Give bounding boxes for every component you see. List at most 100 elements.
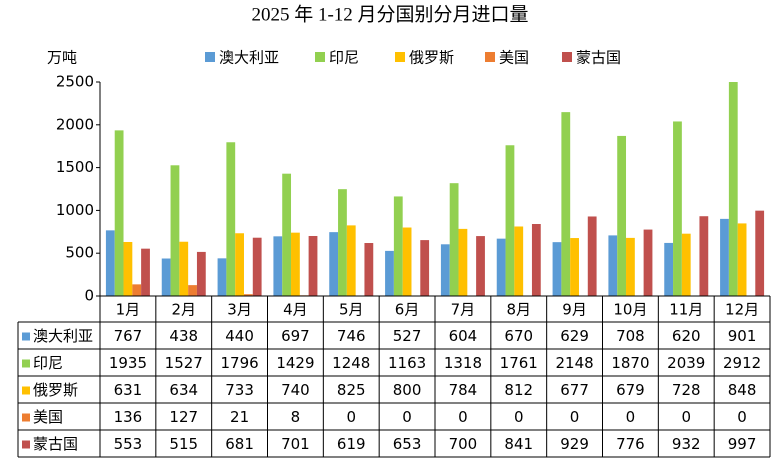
table-cell: 728	[672, 381, 701, 399]
table-cell: 708	[616, 327, 645, 345]
table-cell: 848	[728, 381, 757, 399]
bar	[681, 233, 691, 296]
table-cell: 1870	[611, 354, 649, 372]
bar	[132, 284, 142, 296]
table-cell: 825	[337, 381, 366, 399]
table-cell: 733	[225, 381, 254, 399]
bar	[626, 237, 635, 296]
legend-swatch	[22, 440, 30, 449]
table-cell: 631	[114, 381, 143, 399]
table-cell: 629	[560, 327, 589, 345]
y-tick-label: 1000	[56, 201, 94, 219]
table-cell: 0	[346, 408, 356, 426]
bar	[617, 135, 627, 296]
y-tick-label: 2000	[56, 115, 94, 133]
x-tick-label: 10月	[613, 301, 647, 319]
table-cell: 746	[337, 327, 366, 345]
row-label: 澳大利亚	[33, 327, 93, 345]
bar	[179, 241, 189, 296]
x-tick-label: 2月	[171, 301, 196, 319]
bar	[699, 216, 709, 296]
bar	[329, 232, 339, 296]
bar	[449, 183, 459, 296]
table-cell: 653	[393, 435, 422, 453]
bar	[531, 224, 541, 296]
table-cell: 438	[169, 327, 198, 345]
table-cell: 0	[737, 408, 747, 426]
bar	[458, 228, 468, 296]
legend-swatch	[562, 52, 572, 62]
table-cell: 604	[449, 327, 478, 345]
bar	[570, 238, 579, 296]
y-tick-label: 1500	[56, 158, 94, 176]
table-cell: 8	[291, 408, 301, 426]
legend-label: 澳大利亚	[219, 49, 279, 67]
bar	[552, 242, 562, 296]
bar	[496, 238, 506, 296]
table-cell: 677	[560, 381, 589, 399]
bar	[393, 196, 403, 296]
y-axis-label: 万吨	[47, 49, 77, 67]
bar	[196, 251, 206, 296]
row-label: 俄罗斯	[33, 381, 78, 399]
x-tick-label: 7月	[451, 301, 476, 319]
table-cell: 1796	[220, 354, 258, 372]
bar	[385, 250, 394, 296]
table-cell: 0	[681, 408, 691, 426]
bar	[402, 227, 412, 296]
y-tick-label: 0	[84, 287, 94, 305]
bar	[114, 130, 124, 296]
table-cell: 1429	[276, 354, 314, 372]
table-cell: 1935	[109, 354, 147, 372]
table-cell: 0	[458, 408, 468, 426]
row-label: 印尼	[33, 354, 63, 372]
legend-label: 印尼	[329, 49, 359, 67]
table-cell: 740	[281, 381, 310, 399]
bar	[105, 230, 115, 296]
bar	[170, 165, 180, 296]
bar	[188, 285, 197, 296]
table-cell: 1248	[332, 354, 370, 372]
bar	[728, 82, 738, 296]
table-cell: 776	[616, 435, 645, 453]
table-cell: 1761	[500, 354, 538, 372]
table-cell: 679	[616, 381, 645, 399]
bar	[338, 189, 347, 296]
bar	[673, 121, 682, 296]
table-cell: 670	[504, 327, 533, 345]
bar	[308, 235, 318, 296]
x-tick-label: 3月	[227, 301, 252, 319]
legend-swatch	[22, 359, 30, 368]
table-cell: 697	[281, 327, 310, 345]
bar	[587, 216, 597, 296]
table-cell: 2148	[555, 354, 593, 372]
table-cell: 620	[672, 327, 701, 345]
bar	[561, 112, 571, 296]
chart-title: 2025 年 1-12 月分国别分月进口量	[251, 3, 528, 25]
table-cell: 932	[672, 435, 701, 453]
plot-area	[105, 82, 765, 296]
bar	[737, 223, 747, 296]
y-tick-label: 500	[65, 244, 94, 262]
bar	[514, 226, 524, 296]
table-cell: 0	[570, 408, 580, 426]
table-cell: 553	[114, 435, 143, 453]
legend-swatch	[22, 332, 30, 341]
bar	[141, 248, 150, 296]
table-cell: 527	[393, 327, 422, 345]
x-tick-label: 9月	[562, 301, 587, 319]
bar	[123, 241, 133, 296]
x-tick-label: 11月	[669, 301, 703, 319]
table-cell: 800	[393, 381, 422, 399]
table-cell: 1163	[388, 354, 426, 372]
bar	[364, 243, 374, 296]
bar	[643, 229, 653, 296]
legend-swatch	[22, 386, 30, 395]
bar	[217, 258, 227, 296]
table-cell: 701	[281, 435, 310, 453]
table-cell: 700	[449, 435, 478, 453]
bar	[291, 232, 300, 296]
x-tick-label: 5月	[339, 301, 364, 319]
table-cell: 440	[225, 327, 254, 345]
table-cell: 2912	[723, 354, 761, 372]
